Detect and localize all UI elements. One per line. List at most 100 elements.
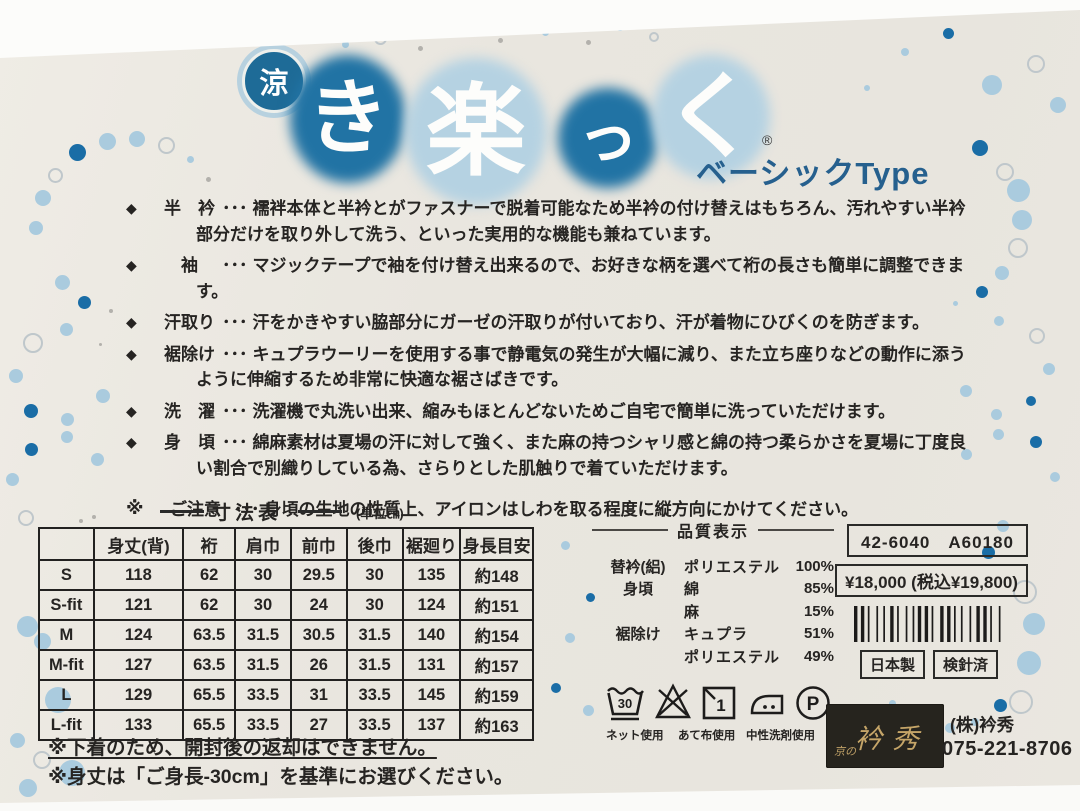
size-col-header: 身丈(背) xyxy=(92,527,185,561)
size-cell: 約159 xyxy=(459,679,534,711)
decorative-dot xyxy=(942,27,954,39)
bullet-icon: ◆ xyxy=(126,345,137,362)
feature-item: ◆ 半 衿 ･･･ 襦袢本体と半衿とがファスナーで脱着可能なため半衿の付け替えはもちろ… xyxy=(126,196,966,247)
made-in-japan-box: 日本製 xyxy=(860,650,926,679)
wash-30-icon: 30 xyxy=(607,687,644,721)
decorative-dot xyxy=(5,472,19,486)
size-cell: 24 xyxy=(289,589,348,621)
decorative-dot xyxy=(90,452,104,466)
feature-label: ご注意 xyxy=(170,497,232,523)
product-code-box: 42-6040 A60180 xyxy=(847,524,1028,557)
feature-separator: ･･･ xyxy=(222,199,248,218)
decorative-dot xyxy=(952,300,958,306)
decorative-dot xyxy=(1029,328,1045,344)
title-rule-left xyxy=(160,510,204,513)
size-cell: 31.5 xyxy=(234,619,292,651)
decorative-dot xyxy=(972,140,988,156)
size-row: M-fit 127 63.5 31.5 26 31.5 131 約157 xyxy=(38,649,534,681)
quality-material: 麻 xyxy=(684,603,701,621)
decorative-dot xyxy=(24,442,38,456)
decorative-dot xyxy=(990,408,1002,420)
decorative-dot xyxy=(16,615,38,637)
decorative-dot xyxy=(649,32,659,42)
decorative-dot xyxy=(864,85,870,91)
decorative-dot xyxy=(585,592,595,602)
size-col-header: 裾廻り xyxy=(401,527,462,561)
size-cell: S-fit xyxy=(38,589,95,621)
decorative-dot xyxy=(1006,178,1030,202)
no-bleach-icon xyxy=(655,683,691,719)
feature-text: 身頃の生地の性質上、アイロンはしわを取る程度に縦方向にかけてください。 xyxy=(264,500,859,519)
svg-text:P: P xyxy=(807,694,820,715)
decorative-dot xyxy=(23,333,43,353)
company-name: (株)衿秀 xyxy=(950,715,1015,735)
size-cell: 約157 xyxy=(459,649,534,681)
quality-title-row: 品質表示 xyxy=(592,518,835,542)
size-cell: 129 xyxy=(92,679,185,711)
decorative-dot xyxy=(1012,210,1032,230)
size-cell: 26 xyxy=(289,649,348,681)
size-cell: 33.5 xyxy=(234,709,292,741)
size-cell: 30 xyxy=(234,559,292,591)
price-box: ¥18,000 (税込¥19,800) xyxy=(835,564,1028,597)
size-cell: 124 xyxy=(401,589,462,621)
barcode xyxy=(854,606,1001,642)
size-cell: 63.5 xyxy=(182,649,237,681)
size-cell: 31.5 xyxy=(234,649,292,681)
quality-rule-right xyxy=(758,529,835,531)
quality-percent: 15% xyxy=(803,602,834,620)
decorative-dot xyxy=(560,540,570,550)
decorative-dot xyxy=(945,723,955,733)
decorative-dot xyxy=(60,412,74,426)
size-cell: 127 xyxy=(92,649,185,681)
bullet-icon: ◆ xyxy=(126,257,137,273)
size-cell: 33.5 xyxy=(234,679,292,711)
size-cell: 33.5 xyxy=(345,679,404,711)
size-cell: 145 xyxy=(401,679,462,711)
quality-percent: 85% xyxy=(803,580,834,598)
size-row: S-fit 121 62 30 24 30 124 約151 xyxy=(38,589,534,621)
decorative-dot xyxy=(33,751,51,769)
dry-square-icon: 1 xyxy=(702,686,736,720)
size-cell: 135 xyxy=(401,559,462,591)
size-cell: 33.5 xyxy=(345,709,404,741)
decorative-dot xyxy=(205,176,211,182)
feature-text: 綿麻素材は夏場の汗に対して強く、また麻の持つシャリ感と綿の持つ柔らかさを夏場に丁… xyxy=(196,433,966,478)
decorative-dot xyxy=(96,389,110,403)
decorative-dot xyxy=(79,519,83,523)
quality-row: 身頃 綿 85% xyxy=(592,578,834,601)
decorative-dot xyxy=(109,309,113,313)
dryclean-p-icon: P xyxy=(796,686,830,720)
feature-separator: ･･･ xyxy=(222,256,248,275)
decorative-dot xyxy=(551,683,561,693)
quality-percent: 51% xyxy=(803,625,834,643)
decorative-dot xyxy=(98,342,102,346)
quality-row: ポリエステル 49% xyxy=(592,645,834,668)
decorative-dot xyxy=(18,510,34,526)
size-col-header: 前巾 xyxy=(289,527,348,561)
notice-item: ※ ご注意･･･身頃の生地の性質上、アイロンはしわを取る程度に縦方向にかけてくださ… xyxy=(126,496,966,523)
quality-material: ポリエステル xyxy=(684,648,781,666)
size-cell: 124 xyxy=(92,619,185,651)
decorative-dot xyxy=(1013,580,1037,604)
quality-material: 綿 xyxy=(684,581,701,599)
size-table-title: 寸法表 xyxy=(212,503,282,524)
feature-item: ◆ 袖 ･･･ マジックテープで袖を付け替え出来るので、お好きな柄を選べて裄の長さ… xyxy=(126,253,966,304)
decorative-dot xyxy=(585,39,591,45)
size-col-header: 後巾 xyxy=(345,527,404,561)
decorative-dot xyxy=(1027,55,1045,73)
bullet-icon: ◆ xyxy=(126,200,137,216)
company-logo-plate: 京の 衿秀 xyxy=(826,704,944,768)
feature-item: ◆ 汗取り ･･･ 汗をかきやすい脇部分にガーゼの汗取りが付いており、汗が着物にひびく… xyxy=(126,310,966,336)
decorative-dot xyxy=(888,699,896,707)
decorative-dot xyxy=(960,448,972,460)
size-row: S 118 62 30 29.5 30 135 約148 xyxy=(38,559,534,591)
feature-label: 洗 濯 xyxy=(164,401,215,421)
decorative-dot xyxy=(996,163,1014,181)
feature-text: マジックテープで袖を付け替え出来るので、お好きな柄を選べて裄の長さも簡単に調整で… xyxy=(196,256,965,301)
decorative-dot xyxy=(9,369,23,383)
size-col-header: 身長目安 xyxy=(459,527,534,561)
quality-percent: 100% xyxy=(795,557,834,575)
size-col-header: 肩巾 xyxy=(234,527,292,561)
feature-text: キュプラウーリーを使用する事で静電気の発生が大幅に減り、また立ち座りなどの動作に… xyxy=(196,344,966,390)
